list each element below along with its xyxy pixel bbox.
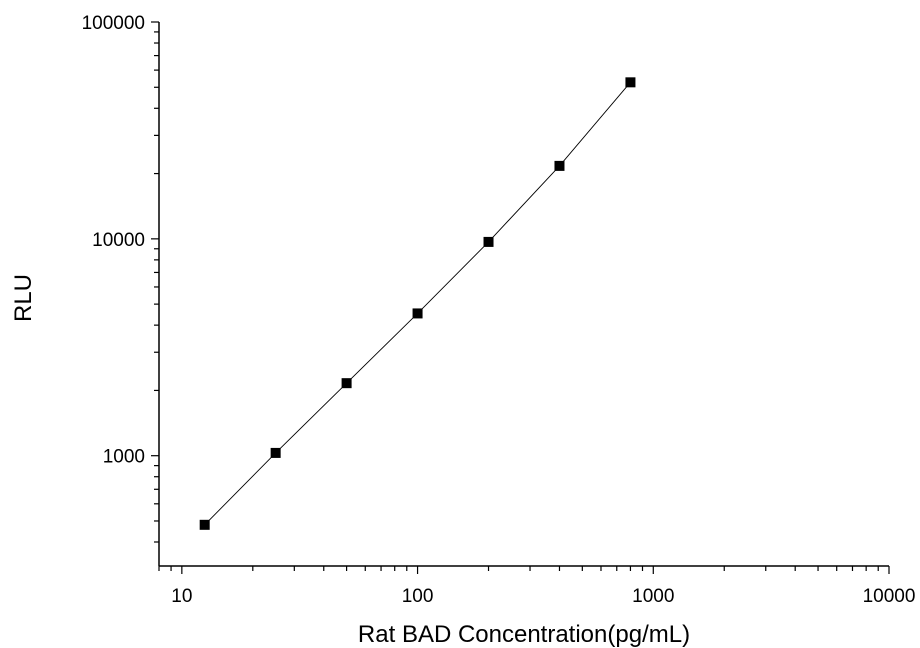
data-point <box>270 447 281 458</box>
x-tick-label: 1000 <box>632 586 674 607</box>
data-point <box>412 308 423 319</box>
x-tick-label: 10000 <box>863 586 916 607</box>
x-tick-label: 10 <box>171 586 192 607</box>
data-point <box>625 77 636 88</box>
y-tick-label: 1000 <box>103 447 145 468</box>
points-layer <box>199 77 636 530</box>
data-point <box>341 378 352 389</box>
data-point <box>554 160 565 171</box>
fit-line-layer <box>204 82 631 526</box>
ticks: 10 100 1000 10000 1000 10000 100000 <box>82 13 916 607</box>
axes <box>158 22 889 567</box>
x-axis-title: Rat BAD Concentration(pg/mL) <box>358 621 690 648</box>
y-tick-label: 10000 <box>92 230 145 251</box>
data-point <box>199 519 210 530</box>
y-tick-label: 100000 <box>82 13 145 34</box>
data-point <box>483 236 494 247</box>
fit-line <box>204 82 631 526</box>
y-axis-title: RLU <box>10 274 37 322</box>
x-tick-label: 100 <box>402 586 434 607</box>
